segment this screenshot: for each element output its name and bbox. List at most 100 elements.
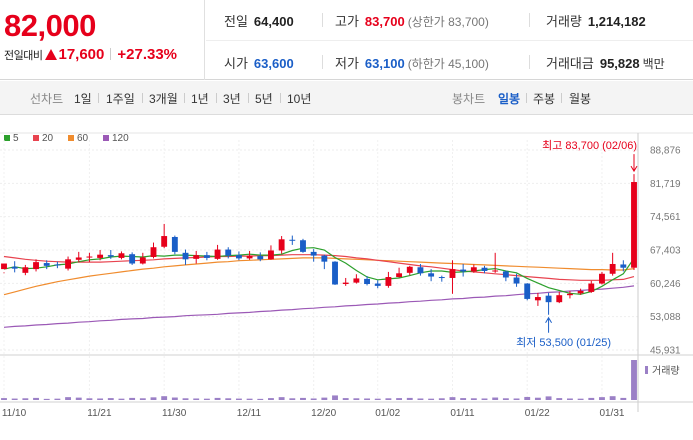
candle-body (171, 236, 178, 252)
divider (248, 93, 249, 103)
legend-label-ma5: 5 (13, 133, 19, 144)
volume-bar (534, 397, 541, 400)
volume-bar (225, 398, 232, 400)
x-tick-label: 01/22 (525, 408, 550, 419)
volume-bar (364, 398, 370, 400)
ma120-line (3, 285, 635, 328)
candle-body (417, 267, 424, 274)
volume-bar (118, 398, 125, 400)
volume-bar (1, 398, 7, 400)
volume-bar (406, 397, 413, 400)
divider (216, 93, 217, 103)
candle-body (11, 266, 18, 269)
volume-bar (513, 398, 520, 400)
candle-body (65, 259, 72, 269)
candlestick-chart[interactable]: 5 20 60 120 최고 83,700 (02/06) 최저 53,500 (01/… (0, 116, 693, 440)
y-tick-label: 60,246 (650, 279, 681, 290)
candle-body (150, 247, 157, 258)
volume-bar (22, 398, 29, 400)
period-1y[interactable]: 1년 (191, 92, 209, 106)
volume-bar (203, 398, 210, 400)
candle-body (332, 261, 338, 285)
volume-value: 1,214,182 (587, 14, 646, 29)
divider (526, 93, 527, 103)
divider (529, 13, 530, 27)
candle-body (33, 262, 39, 270)
volume-bar (193, 398, 200, 400)
period-1w[interactable]: 1주일 (106, 92, 135, 106)
x-tick-label: 11/30 (162, 408, 187, 419)
divider (110, 48, 112, 60)
candles (1, 174, 637, 315)
price-axis: 88,876 81,719 74,561 67,403 60,246 53,088 45,9… (650, 146, 681, 357)
volume-bar (214, 397, 221, 400)
candle-body (246, 255, 253, 259)
candle-body (524, 283, 531, 299)
candle-body (364, 278, 370, 285)
volume-bar (385, 398, 392, 400)
candle-body (43, 263, 50, 266)
candle-body (268, 250, 274, 260)
chart-grid (0, 132, 693, 412)
period-3m[interactable]: 3개월 (149, 92, 178, 106)
volume-bar (246, 398, 253, 400)
candle-period-daily[interactable]: 일봉 (498, 92, 521, 106)
volume-bar (171, 397, 178, 400)
volume-bar (86, 398, 93, 400)
volume-bar (33, 397, 39, 400)
x-tick-label: 01/11 (450, 408, 475, 419)
candle-body (235, 255, 242, 259)
volume-bar (631, 360, 637, 400)
low-label: 저가 (335, 56, 359, 71)
lower-limit: (하한가 45,100) (407, 57, 489, 71)
volume-bar (97, 398, 104, 400)
x-tick-label: 01/02 (375, 408, 400, 419)
volume: 거래량 1,214,182 (546, 11, 646, 30)
y-tick-label: 81,719 (650, 179, 681, 190)
legend-swatch-ma20 (33, 135, 39, 141)
period-5y[interactable]: 5년 (255, 92, 273, 106)
candle-body (449, 269, 456, 278)
candle-body (502, 271, 509, 278)
period-10y[interactable]: 10년 (287, 92, 312, 106)
high-annotation-label: 최고 83,700 (02/06) (542, 139, 637, 152)
candle-body (631, 182, 637, 268)
candle-period-monthly[interactable]: 월봉 (569, 92, 592, 106)
trade-value-value: 95,828 (599, 56, 640, 71)
volume-bar (75, 397, 82, 400)
volume-bar (524, 396, 531, 400)
candle-body (289, 239, 296, 241)
volume-bar (289, 398, 296, 400)
divider (280, 93, 281, 103)
prev-close-value: 64,400 (253, 14, 294, 29)
change-amount: 17,600 (58, 46, 105, 63)
candle-body (385, 277, 392, 286)
volume-bar (353, 398, 360, 400)
candle-body (556, 295, 563, 303)
candle-body (588, 283, 595, 292)
legend-label-ma20: 20 (42, 133, 54, 144)
candle-period-weekly[interactable]: 주봉 (533, 92, 556, 106)
volume-bar (43, 398, 50, 400)
candle-body (161, 236, 168, 247)
candle-body (534, 297, 541, 301)
x-tick-label: 11/10 (2, 408, 27, 419)
open-price: 시가 63,600 (224, 53, 294, 72)
period-3y[interactable]: 3년 (223, 92, 241, 106)
volume-bar (268, 398, 274, 400)
candle-body (428, 273, 435, 277)
volume-bar (235, 398, 242, 400)
divider (142, 93, 143, 103)
volume-bar (11, 398, 18, 400)
candle-body (203, 255, 210, 258)
volume-bar (460, 398, 467, 400)
prev-close: 전일 64,400 (224, 11, 294, 30)
volume-bar (470, 398, 477, 400)
change-row: 전일대비 17,600 +27.33% (4, 46, 177, 63)
candle-body (353, 278, 360, 283)
volume-bar (139, 398, 146, 400)
legend-swatch-ma120 (103, 135, 109, 141)
period-1d[interactable]: 1일 (74, 92, 92, 106)
divider (322, 13, 323, 27)
candle-body (54, 264, 61, 266)
